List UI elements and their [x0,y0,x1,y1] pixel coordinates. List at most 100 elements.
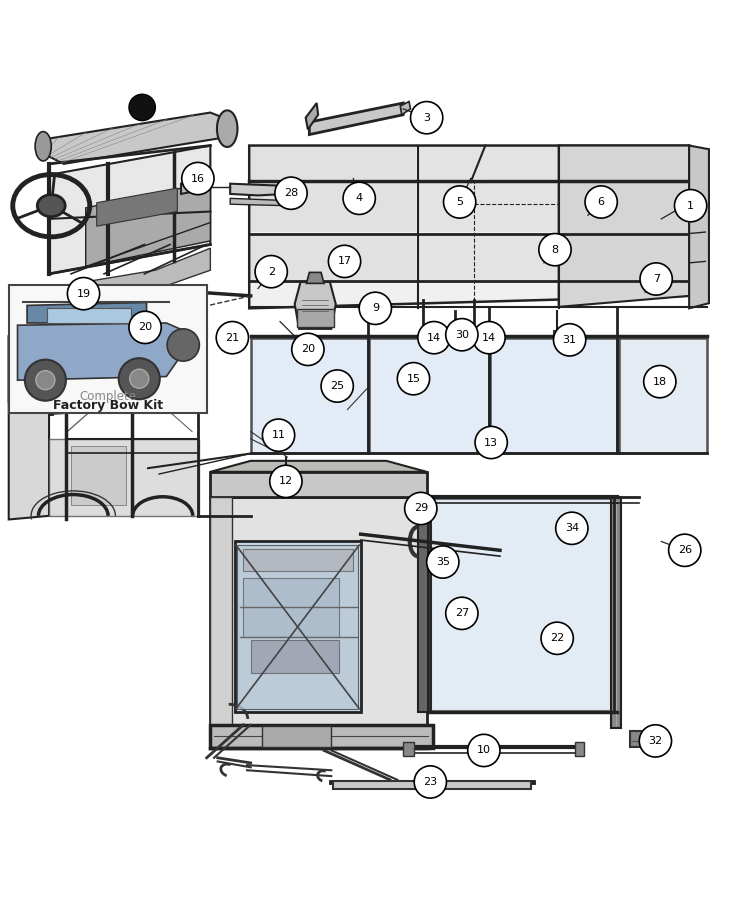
Text: 18: 18 [653,376,667,386]
Circle shape [129,94,155,121]
Circle shape [321,370,353,402]
FancyBboxPatch shape [575,743,584,756]
Text: 17: 17 [338,257,352,267]
FancyBboxPatch shape [251,640,339,674]
Polygon shape [181,179,210,194]
Circle shape [255,256,287,288]
Polygon shape [230,184,286,195]
Text: 6: 6 [598,197,605,207]
Polygon shape [9,333,49,520]
Text: Factory Bow Kit: Factory Bow Kit [53,398,163,412]
Polygon shape [210,498,427,725]
Text: 22: 22 [550,633,565,643]
Polygon shape [251,337,368,454]
Circle shape [291,333,324,366]
FancyBboxPatch shape [276,475,294,484]
Text: 13: 13 [484,437,498,447]
Text: 26: 26 [678,545,692,555]
Circle shape [25,360,66,401]
Text: 25: 25 [330,381,344,391]
Text: 34: 34 [565,523,579,533]
Text: 20: 20 [138,322,152,332]
Circle shape [275,177,307,210]
Circle shape [263,419,294,452]
Text: 7: 7 [653,274,659,284]
FancyBboxPatch shape [47,308,131,323]
Text: 15: 15 [406,374,420,384]
Polygon shape [9,333,49,402]
FancyBboxPatch shape [333,781,531,789]
Circle shape [270,465,302,498]
Polygon shape [689,145,709,308]
Polygon shape [612,498,621,728]
Circle shape [182,162,214,195]
Circle shape [446,318,478,351]
Circle shape [328,245,361,278]
Polygon shape [309,103,403,134]
Polygon shape [42,112,229,164]
Circle shape [553,324,586,356]
Text: 19: 19 [77,288,91,298]
Polygon shape [71,446,126,505]
Circle shape [444,186,475,219]
Circle shape [644,366,676,398]
Circle shape [539,233,571,266]
Text: 23: 23 [423,777,437,787]
FancyBboxPatch shape [251,235,417,280]
FancyBboxPatch shape [244,549,353,571]
Circle shape [446,597,478,629]
Polygon shape [210,472,427,498]
FancyBboxPatch shape [297,309,333,327]
Circle shape [68,278,99,310]
Polygon shape [306,272,324,283]
Circle shape [414,766,447,798]
FancyBboxPatch shape [251,182,417,232]
Polygon shape [210,498,233,725]
Polygon shape [49,145,210,274]
Polygon shape [250,145,689,308]
FancyBboxPatch shape [403,743,414,756]
Circle shape [343,182,375,214]
Circle shape [470,332,478,341]
Polygon shape [235,541,361,712]
Text: 1: 1 [687,200,694,210]
Text: 21: 21 [225,333,239,343]
Circle shape [359,292,392,325]
FancyBboxPatch shape [420,182,557,232]
Circle shape [130,369,149,388]
Text: Complete: Complete [79,390,136,403]
Text: 9: 9 [372,303,379,313]
Text: 8: 8 [551,245,559,255]
Text: 11: 11 [272,430,286,440]
Circle shape [475,426,507,459]
FancyBboxPatch shape [420,235,557,280]
Polygon shape [490,337,618,454]
Circle shape [668,534,701,566]
Ellipse shape [38,195,66,217]
Circle shape [473,321,505,354]
Circle shape [36,371,55,390]
Circle shape [467,735,500,766]
Polygon shape [85,182,210,267]
Polygon shape [68,249,210,299]
Text: 35: 35 [436,557,450,567]
Polygon shape [400,102,411,115]
Circle shape [129,311,161,344]
Circle shape [556,512,588,544]
Text: 30: 30 [455,330,469,340]
Circle shape [640,263,672,295]
Polygon shape [418,498,428,712]
Text: 29: 29 [414,503,428,513]
Polygon shape [230,199,286,206]
Circle shape [585,186,618,219]
Circle shape [418,321,450,354]
Text: 27: 27 [455,609,469,619]
FancyBboxPatch shape [262,727,331,746]
Circle shape [405,493,437,524]
Circle shape [419,332,428,341]
FancyBboxPatch shape [631,731,651,746]
Ellipse shape [35,132,52,161]
Circle shape [167,329,199,361]
Text: 3: 3 [423,112,430,122]
Polygon shape [369,337,489,454]
